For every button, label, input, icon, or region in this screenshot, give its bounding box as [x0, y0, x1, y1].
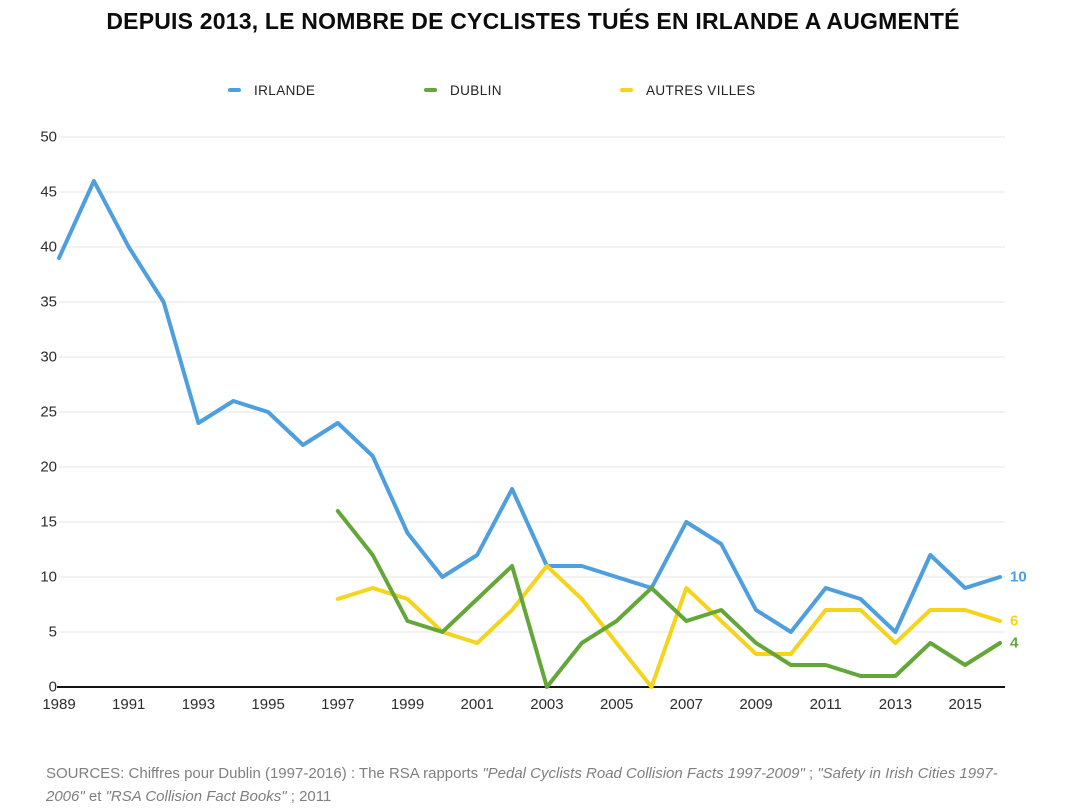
x-axis-label: 1999 — [390, 696, 425, 713]
y-axis-label: 15 — [40, 513, 57, 531]
y-axis-label: 50 — [40, 128, 57, 146]
source-text-segment: ; — [804, 765, 818, 782]
y-axis-label: 40 — [40, 238, 57, 256]
x-axis-label: 2011 — [809, 696, 842, 713]
x-axis-label: 2009 — [739, 696, 773, 713]
source-text-segment: et — [84, 788, 106, 805]
legend-label: DUBLIN — [450, 82, 502, 98]
series-line-autres-villes — [335, 564, 1002, 689]
x-axis-label: 2007 — [669, 696, 704, 713]
x-axis-label: 1989 — [42, 696, 76, 713]
y-axis-label: 10 — [40, 568, 57, 586]
x-axis-label: 1995 — [251, 696, 285, 713]
source-text-segment: ; 2011 — [286, 788, 332, 805]
legend-dash-icon — [620, 88, 633, 92]
source-title-italic: "RSA Collision Fact Books" — [105, 788, 287, 805]
legend-label: AUTRES VILLES — [646, 82, 756, 98]
y-axis-label: 30 — [40, 348, 57, 366]
series-end-value-label: 6 — [1010, 612, 1019, 630]
series-end-value-label: 4 — [1010, 634, 1019, 652]
series-line-dublin — [335, 509, 1002, 689]
source-title-italic: "Pedal Cyclists Road Collision Facts 199… — [482, 765, 805, 782]
series-line-irlande — [57, 179, 1002, 634]
x-axis-label: 1997 — [321, 696, 355, 713]
y-axis-label: 25 — [40, 403, 57, 421]
x-axis-label: 2005 — [599, 696, 634, 713]
x-axis-label: 2015 — [948, 696, 982, 713]
chart-title: DEPUIS 2013, LE NOMBRE DE CYCLISTES TUÉS… — [106, 8, 960, 34]
legend-item-autres-villes: AUTRES VILLES — [620, 80, 756, 100]
x-axis-label: 1991 — [112, 696, 146, 713]
y-axis-label: 0 — [48, 678, 57, 696]
x-axis-label: 1993 — [181, 696, 216, 713]
source-note: SOURCES: Chiffres pour Dublin (1997-2016… — [46, 762, 1014, 808]
legend-dash-icon — [228, 88, 241, 92]
source-title-italic: "Safety in Irish Cities 1997-2006" — [46, 765, 998, 805]
x-axis-label: 2013 — [878, 696, 913, 713]
source-text-segment: SOURCES: Chiffres pour Dublin (1997-2016… — [46, 765, 483, 782]
y-axis-label: 35 — [40, 293, 57, 311]
y-axis-label: 5 — [48, 623, 57, 641]
series-end-value-label: 10 — [1010, 568, 1027, 586]
x-axis-label: 2001 — [460, 696, 494, 713]
y-axis-label: 20 — [40, 458, 57, 476]
legend-label: IRLANDE — [254, 82, 316, 98]
chart-legend: IRLANDE DUBLIN AUTRES VILLES — [0, 80, 1066, 100]
y-axis-label: 45 — [40, 183, 57, 201]
x-axis-label: 2003 — [530, 696, 564, 713]
legend-item-irlande: IRLANDE — [228, 80, 315, 100]
legend-dash-icon — [424, 88, 437, 92]
legend-item-dublin: DUBLIN — [424, 80, 502, 100]
